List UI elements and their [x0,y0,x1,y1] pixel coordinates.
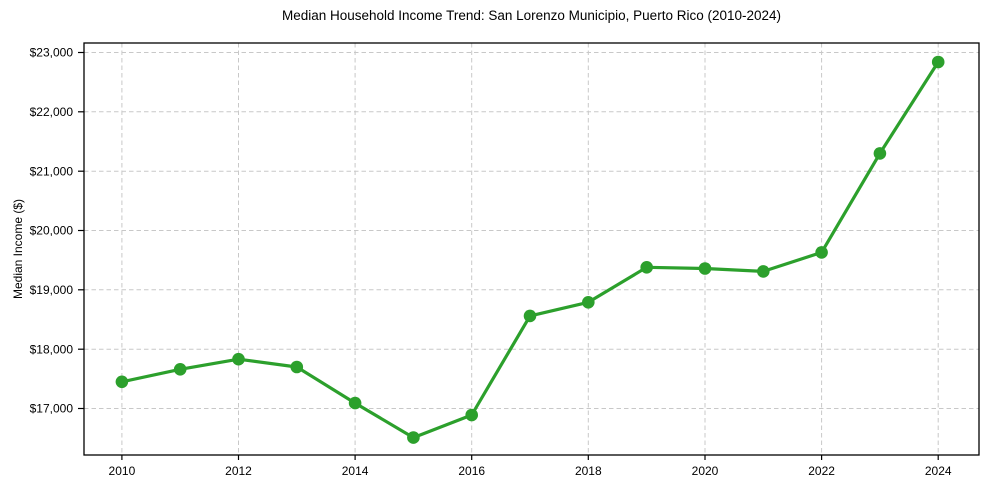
x-tick-label: 2016 [458,464,485,478]
x-tick-label: 2024 [925,464,952,478]
chart-title: Median Household Income Trend: San Loren… [281,8,782,23]
x-tick-label: 2018 [575,464,602,478]
data-point-2018 [582,296,595,309]
y-tick-label: $20,000 [30,224,74,238]
data-point-2013 [290,360,304,374]
y-tick-label: $23,000 [30,46,74,60]
data-point-2019 [640,261,653,274]
data-point-2023 [873,147,887,160]
data-point-2017 [523,309,537,323]
data-point-2010 [115,375,129,389]
data-point-2011 [173,363,187,376]
data-point-2015 [407,431,420,444]
x-tick-label: 2012 [225,464,252,478]
data-point-2024 [931,55,945,69]
trend-line [120,60,940,440]
data-point-2022 [815,246,828,259]
data-point-2021 [757,265,770,278]
data-point-2016 [465,408,479,422]
data-point-2020 [698,262,712,275]
y-tick-label: $21,000 [30,164,74,178]
data-point-2014 [348,396,362,410]
y-tick-label: $17,000 [30,402,74,416]
y-tick-label: $22,000 [30,105,74,119]
plot-border [83,42,980,456]
y-tick-label: $18,000 [30,342,74,356]
data-point-2012 [232,352,245,366]
x-tick-label: 2022 [808,464,835,478]
x-tick-label: 2014 [342,464,369,478]
x-tick-label: 2010 [109,464,136,478]
x-tick-label: 2020 [692,464,719,478]
y-tick-label: $19,000 [30,283,74,297]
